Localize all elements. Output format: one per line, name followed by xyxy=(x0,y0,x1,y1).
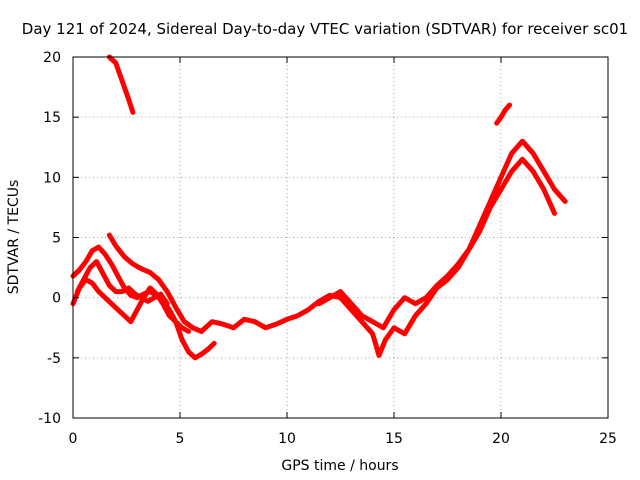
series-track-e xyxy=(106,54,136,115)
y-axis-label: SDTVAR / TECUs xyxy=(6,180,22,295)
series-track-g xyxy=(316,156,557,331)
series-track-h xyxy=(494,102,513,126)
y-tick-label: 10 xyxy=(43,170,61,186)
grid-lines xyxy=(73,57,608,418)
data-series xyxy=(70,54,568,361)
x-tick-label: 0 xyxy=(69,431,78,447)
y-tick-label: 15 xyxy=(43,110,61,126)
y-tick-label: -5 xyxy=(47,351,61,367)
chart-title: Day 121 of 2024, Sidereal Day-to-day VTE… xyxy=(22,20,628,38)
series-track-c xyxy=(74,259,170,307)
series-track-d xyxy=(106,232,204,334)
series-track-b xyxy=(70,244,192,334)
y-tick-label: 0 xyxy=(52,291,61,307)
series-track-f xyxy=(198,138,568,358)
x-tick-label: 25 xyxy=(599,431,617,447)
y-tick-label: 20 xyxy=(43,50,61,66)
x-tick-label: 20 xyxy=(492,431,510,447)
x-tick-label: 15 xyxy=(385,431,403,447)
axis-ticks: 0 5 10 15 20 25 -10 -5 0 5 10 15 20 xyxy=(38,50,617,447)
y-tick-label: -10 xyxy=(38,411,61,427)
series-track-a xyxy=(70,277,217,361)
x-tick-label: 10 xyxy=(278,431,296,447)
x-axis-label: GPS time / hours xyxy=(281,458,398,474)
x-tick-label: 5 xyxy=(176,431,185,447)
y-tick-label: 5 xyxy=(52,231,61,247)
